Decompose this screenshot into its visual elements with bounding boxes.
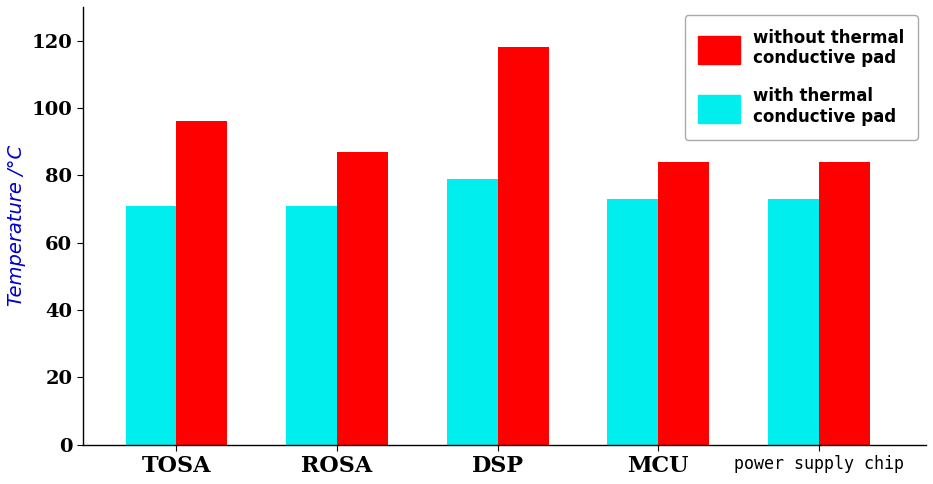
Bar bbox=[176, 121, 228, 445]
Bar bbox=[607, 199, 659, 445]
Legend: without thermal
conductive pad, with thermal
conductive pad: without thermal conductive pad, with the… bbox=[685, 15, 918, 139]
Bar bbox=[447, 179, 497, 445]
Bar bbox=[659, 162, 709, 445]
Bar bbox=[337, 151, 388, 445]
Bar bbox=[286, 206, 337, 445]
Bar bbox=[497, 47, 549, 445]
Bar bbox=[819, 162, 870, 445]
Bar bbox=[126, 206, 176, 445]
Bar bbox=[768, 199, 819, 445]
Y-axis label: Temperature /°C: Temperature /°C bbox=[7, 145, 26, 306]
